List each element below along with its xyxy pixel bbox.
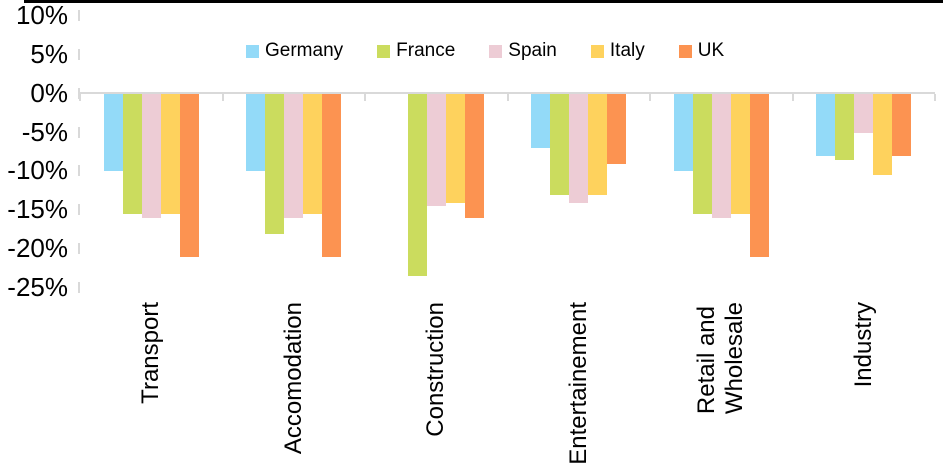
legend-label: Italy — [609, 40, 645, 61]
bar-germany-retail-and-wholesale — [673, 93, 693, 172]
chart-top-border — [24, 0, 943, 3]
category-boundary-tick — [221, 93, 224, 101]
bar-spain-transport — [141, 93, 161, 219]
bar-france-retail-and-wholesale — [692, 93, 712, 215]
bar-italy-retail-and-wholesale — [730, 93, 750, 215]
legend-item-uk: UK — [678, 40, 725, 62]
bar-uk-accomodation — [322, 93, 342, 257]
legend-item-italy: Italy — [590, 40, 645, 62]
category-boundary-tick — [934, 93, 936, 101]
bar-uk-entertainement — [607, 93, 627, 164]
y-tick-label: -25% — [7, 272, 68, 302]
legend-item-spain: Spain — [489, 40, 557, 62]
category-boundary-tick — [79, 93, 81, 101]
y-axis-tick-mark — [78, 165, 80, 177]
bar-germany-entertainement — [531, 93, 551, 149]
legend-swatch-icon — [246, 44, 259, 58]
category-boundary-tick — [364, 93, 366, 101]
category-boundary-tick — [791, 93, 794, 101]
category-boundary-tick — [506, 93, 509, 101]
legend-swatch-icon — [678, 44, 692, 58]
bar-italy-construction — [445, 93, 465, 203]
y-axis-tick-mark — [78, 87, 80, 99]
zero-axis-line — [80, 91, 935, 94]
bar-spain-industry — [854, 93, 874, 133]
bar-italy-industry — [873, 93, 893, 176]
y-tick-label: 0% — [30, 77, 68, 108]
y-axis-labels: 10% 5% 0% -5% -10% -15% -20% -25% — [0, 0, 68, 320]
y-tick-label: 10% — [15, 0, 68, 30]
legend-item-france: France — [377, 40, 455, 62]
plot-area — [78, 10, 936, 293]
bar-france-construction — [407, 93, 427, 277]
y-tick-label: -10% — [7, 155, 68, 186]
bar-germany-transport — [103, 93, 123, 172]
bar-spain-entertainement — [569, 93, 589, 203]
bar-uk-retail-and-wholesale — [749, 93, 769, 257]
bar-uk-construction — [464, 93, 484, 219]
bar-spain-retail-and-wholesale — [711, 93, 731, 219]
bar-italy-accomodation — [303, 93, 323, 215]
y-axis-tick-mark — [78, 48, 80, 60]
bar-france-industry — [835, 93, 855, 160]
legend-label: UK — [697, 40, 725, 61]
bar-uk-transport — [179, 93, 199, 257]
legend-item-germany: Germany — [246, 40, 343, 62]
y-tick-label: -15% — [7, 194, 68, 225]
legend-swatch-icon — [489, 44, 503, 58]
legend-swatch-icon — [590, 44, 604, 58]
bar-germany-industry — [816, 93, 836, 156]
y-axis-tick-mark — [78, 204, 80, 216]
bar-italy-transport — [160, 93, 180, 215]
x-category-label-entertainement: Entertainement — [564, 302, 592, 465]
legend-swatch-icon — [377, 44, 391, 58]
legend-label: Germany — [265, 40, 344, 61]
bar-uk-industry — [892, 93, 912, 156]
y-tick-label: -20% — [7, 233, 68, 264]
bar-spain-construction — [426, 93, 446, 207]
x-category-label-accomodation: Accomodation — [279, 302, 307, 455]
bar-france-transport — [122, 93, 142, 215]
x-category-label-industry: Industry — [849, 302, 877, 388]
x-category-label-retail-and-wholesale: Retail and Wholesale — [693, 302, 749, 415]
bar-germany-accomodation — [246, 93, 266, 172]
y-tick-label: 5% — [30, 38, 68, 69]
y-axis-tick-mark — [78, 282, 80, 293]
legend: Germany France Spain Italy UK — [246, 40, 724, 62]
y-axis-tick-mark — [78, 10, 80, 21]
y-tick-label: -5% — [21, 116, 68, 147]
x-category-label-construction: Construction — [422, 302, 450, 437]
bar-france-entertainement — [550, 93, 570, 195]
x-category-label-transport: Transport — [137, 302, 165, 404]
bar-france-accomodation — [265, 93, 285, 234]
y-axis-tick-mark — [78, 243, 80, 255]
bar-italy-entertainement — [588, 93, 608, 195]
y-axis-tick-mark — [78, 126, 80, 138]
bar-spain-accomodation — [284, 93, 304, 219]
category-boundary-tick — [649, 93, 651, 101]
legend-label: Spain — [508, 40, 557, 61]
legend-label: France — [396, 40, 456, 61]
